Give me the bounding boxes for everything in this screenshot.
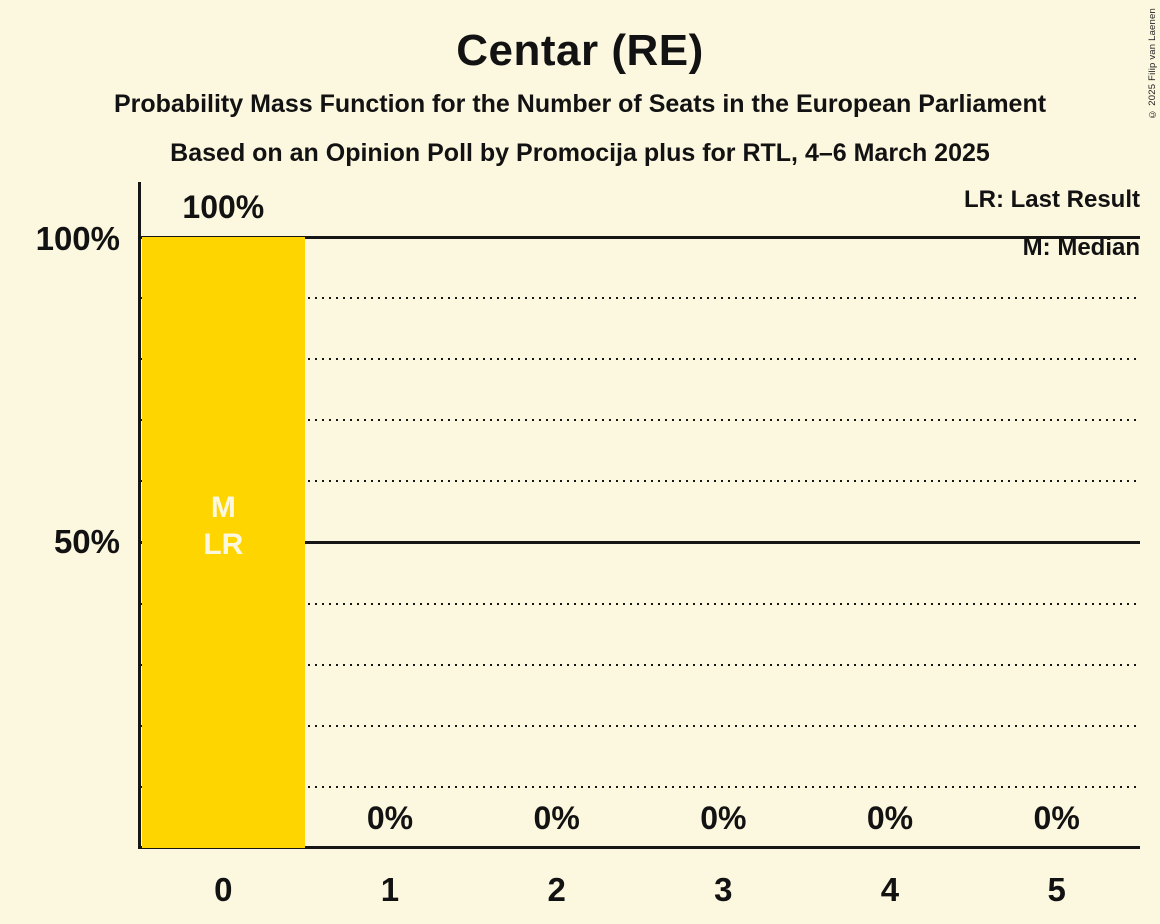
- value-label-seat-0: 100%: [182, 189, 265, 225]
- x-axis-tick-label-3: 3: [714, 871, 733, 908]
- x-axis-tick-label-2: 2: [547, 871, 566, 908]
- value-label-seat-2: 0%: [533, 800, 580, 836]
- gridline-solid-50pct: [140, 541, 1140, 544]
- gridline-dotted-20pct: [140, 724, 1140, 727]
- bar-seat-0: [141, 237, 306, 848]
- value-label-seat-3: 0%: [700, 800, 747, 836]
- gridline-solid-100pct: [140, 235, 1140, 239]
- gridline-dotted-60pct: [140, 480, 1140, 483]
- x-axis-tick-label-5: 5: [1047, 871, 1066, 908]
- gridline-dotted-30pct: [140, 663, 1140, 666]
- x-axis-tick-label-0: 0: [214, 871, 233, 908]
- chart-title: Centar (RE): [456, 26, 704, 75]
- gridline-dotted-40pct: [140, 602, 1140, 605]
- chart-subtitle-line1: Probability Mass Function for the Number…: [113, 90, 1047, 118]
- chart-subtitle-line2: Based on an Opinion Poll by Promocija pl…: [170, 139, 990, 167]
- x-axis-tick-label-4: 4: [880, 871, 900, 908]
- median-marker: M: [210, 490, 236, 524]
- y-axis-tick-label-100: 100%: [35, 220, 120, 257]
- last-result-marker: LR: [203, 527, 244, 561]
- gridline-dotted-90pct: [140, 297, 1140, 300]
- bar-marker-group-seat-0: M LR: [142, 489, 306, 563]
- y-axis-tick-label-50: 50%: [53, 523, 120, 560]
- value-label-seat-4: 0%: [866, 800, 914, 836]
- value-label-seat-1: 0%: [366, 800, 414, 836]
- legend-last-result: LR: Last Result: [963, 186, 1140, 213]
- x-axis-line: [138, 846, 1140, 849]
- gridline-dotted-70pct: [140, 419, 1140, 422]
- legend-median: M: Median: [1022, 234, 1140, 261]
- gridline-dotted-10pct: [140, 785, 1140, 788]
- x-axis-tick-label-1: 1: [380, 871, 400, 908]
- y-axis-line: [138, 182, 141, 849]
- value-label-seat-5: 0%: [1033, 800, 1080, 836]
- gridline-dotted-80pct: [140, 358, 1140, 361]
